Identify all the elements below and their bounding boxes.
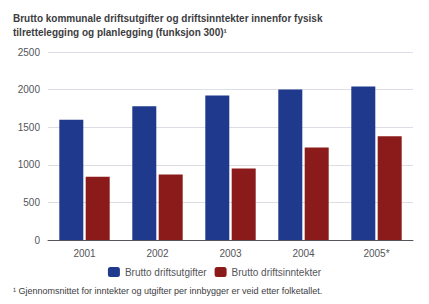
svg-text:tilrettelegging og planlegging: tilrettelegging og planlegging (funksjon…: [13, 27, 228, 38]
svg-text:1000: 1000: [18, 159, 41, 170]
svg-text:2004: 2004: [292, 248, 315, 259]
svg-text:Brutto driftsutgifter: Brutto driftsutgifter: [125, 267, 207, 278]
svg-text:Brutto kommunale driftsutgifte: Brutto kommunale driftsutgifter og drift…: [13, 13, 323, 24]
svg-text:0: 0: [34, 235, 40, 246]
svg-text:2002: 2002: [146, 248, 169, 259]
svg-text:2005*: 2005*: [363, 248, 389, 259]
svg-text:2000: 2000: [18, 84, 41, 95]
svg-text:Brutto driftsinntekter: Brutto driftsinntekter: [232, 267, 322, 278]
svg-text:500: 500: [23, 197, 40, 208]
svg-text:¹ Gjennomsnittet for inntekter: ¹ Gjennomsnittet for inntekter og utgift…: [13, 286, 322, 296]
svg-text:2500: 2500: [18, 47, 41, 58]
svg-text:1500: 1500: [18, 122, 41, 133]
svg-text:2001: 2001: [73, 248, 96, 259]
svg-text:2003: 2003: [219, 248, 242, 259]
